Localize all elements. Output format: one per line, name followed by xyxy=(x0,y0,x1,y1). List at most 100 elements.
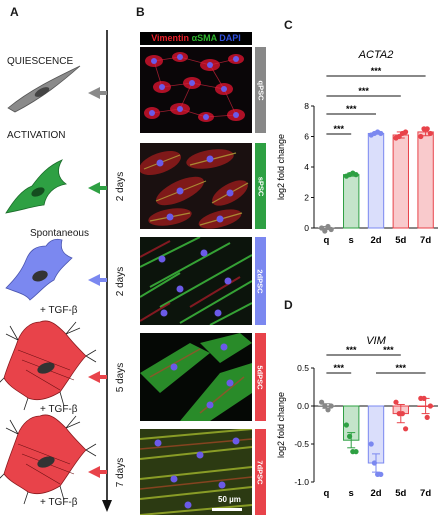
data-point xyxy=(343,422,349,428)
days-label-7dpsc: 7 days xyxy=(115,457,127,487)
data-point xyxy=(424,126,430,132)
data-point xyxy=(328,403,334,409)
panel-d-letter: D xyxy=(284,298,293,312)
y-tick-label: 8 xyxy=(304,101,309,111)
chart-title: VIM xyxy=(366,335,386,347)
activation-timeline xyxy=(0,30,112,512)
panel-b-letter: B xyxy=(136,5,145,19)
chart-title: ACTA2 xyxy=(358,49,394,61)
tgf-7d-cell-icon xyxy=(0,414,97,505)
data-point xyxy=(325,407,331,413)
tgf-label-2: + TGF-β xyxy=(40,404,78,415)
spontaneous-cell-icon xyxy=(5,159,67,214)
scale-bar-label: 50 µm xyxy=(218,495,241,504)
data-point xyxy=(371,460,377,466)
arrow-7d xyxy=(88,466,100,478)
data-point xyxy=(393,399,399,405)
y-tick-label: 0.0 xyxy=(297,401,309,411)
data-point xyxy=(368,441,374,447)
arrow-2d xyxy=(88,274,100,286)
data-point xyxy=(322,228,328,234)
arrow-quiescent xyxy=(88,87,100,99)
bar-s xyxy=(343,174,360,229)
spontaneous-label: Spontaneous xyxy=(30,228,89,239)
data-point xyxy=(427,403,433,409)
quiescent-cell-icon xyxy=(7,65,81,113)
timeline-arrowhead xyxy=(102,500,112,512)
micrograph-2dpsc xyxy=(140,237,252,325)
data-point xyxy=(424,414,430,420)
micrograph-5dpsc xyxy=(140,333,252,421)
activation-label: ACTIVATION xyxy=(7,130,66,141)
micrograph-7dpsc: 50 µm xyxy=(140,429,252,515)
significance-label: *** xyxy=(396,363,407,373)
y-tick-label: 2 xyxy=(304,193,309,203)
x-tick-label: s xyxy=(349,235,354,246)
x-tick-label: s xyxy=(349,488,354,499)
data-point xyxy=(399,411,405,417)
data-point xyxy=(353,172,359,178)
data-point xyxy=(427,130,433,137)
data-point xyxy=(421,395,427,401)
legend-vimentin: Vimentin xyxy=(151,33,190,43)
significance-label: *** xyxy=(334,363,345,373)
scale-bar xyxy=(212,508,242,511)
bar-2d xyxy=(367,132,385,229)
arrow-spontaneous xyxy=(88,182,100,194)
significance-label: *** xyxy=(371,66,382,76)
x-tick-label: 2d xyxy=(370,235,381,246)
significance-label: *** xyxy=(346,104,357,114)
vim-chart: VIM log2 fold change -1.0 -0.5 0.0 0.5 q s 2d 5d 7… xyxy=(276,335,438,499)
y-tick-label: 4 xyxy=(304,162,309,172)
significance-label: *** xyxy=(334,124,345,134)
legend-asma: αSMA xyxy=(191,33,217,43)
data-point xyxy=(403,129,409,135)
significance-label: *** xyxy=(358,86,369,96)
data-point xyxy=(378,130,384,137)
row-label-spsc: sPSC xyxy=(255,143,266,229)
data-point xyxy=(328,226,334,233)
tgf-5d-cell-icon xyxy=(0,320,97,411)
stain-legend: Vimentin αSMA DAPI xyxy=(140,32,252,45)
row-label-7dpsc: 7dPSC xyxy=(255,429,266,515)
y-tick-label: -1.0 xyxy=(294,477,309,487)
panel-a-letter: A xyxy=(10,5,19,19)
x-tick-label: q xyxy=(323,235,329,246)
data-point xyxy=(418,133,424,140)
days-label-5dpsc: 5 days xyxy=(115,362,127,392)
y-axis-label: log2 fold change xyxy=(276,392,286,458)
panel-c-letter: C xyxy=(284,18,293,32)
row-label-qpsc: qPSC xyxy=(255,47,266,133)
bar-7d xyxy=(417,131,434,229)
tgf-label-3: + TGF-β xyxy=(40,497,78,508)
legend-dapi: DAPI xyxy=(219,33,241,43)
tgf-2d-cell-icon xyxy=(5,238,73,301)
data-point xyxy=(319,399,325,405)
data-point xyxy=(353,449,359,455)
y-axis-label: log2 fold change xyxy=(276,134,286,200)
quiescence-label: QUIESCENCE xyxy=(7,56,74,67)
days-label-2dpsc: 2 days xyxy=(115,266,127,296)
y-tick-label: 0.5 xyxy=(297,363,309,373)
x-tick-label: 7d xyxy=(420,235,431,246)
micrograph-spsc xyxy=(140,143,252,229)
days-label-spsc: 2 days xyxy=(115,171,127,201)
tgf-label-1: + TGF-β xyxy=(40,305,78,316)
arrow-5d xyxy=(88,371,100,383)
y-tick-label: 0 xyxy=(304,223,309,233)
row-label-2dpsc: 2dPSC xyxy=(255,237,266,325)
x-tick-label: 5d xyxy=(395,235,406,246)
y-tick-label: -0.5 xyxy=(294,439,309,449)
x-tick-label: 7d xyxy=(420,488,431,499)
x-tick-label: 2d xyxy=(370,488,381,499)
x-tick-label: q xyxy=(323,488,329,499)
significance-label: *** xyxy=(346,345,357,355)
micrograph-qpsc xyxy=(140,47,252,133)
y-tick-label: 6 xyxy=(304,132,309,142)
x-tick-label: 5d xyxy=(395,488,406,499)
data-point xyxy=(322,403,328,409)
bar-5d xyxy=(392,134,409,229)
row-label-5dpsc: 5dPSC xyxy=(255,333,266,421)
data-point xyxy=(347,433,353,439)
